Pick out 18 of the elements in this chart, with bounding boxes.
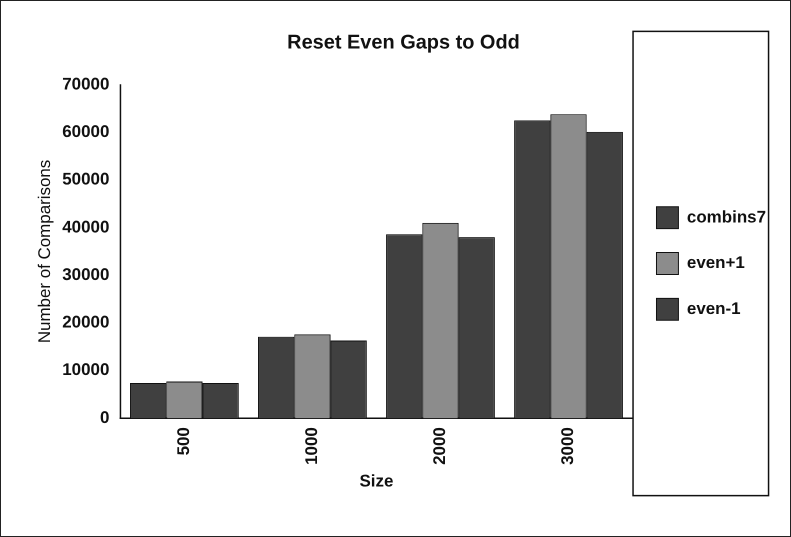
chart-title: Reset Even Gaps to Odd (287, 31, 520, 54)
legend-label: combins7 (686, 207, 766, 226)
x-tick-label: 2000 (430, 427, 450, 465)
y-tick-label: 70000 (62, 74, 110, 94)
y-tick-label: 20000 (62, 312, 110, 332)
y-tick-label: 60000 (62, 122, 110, 142)
y-tick-label: 40000 (62, 217, 110, 236)
legend-label: even+1 (686, 253, 745, 272)
y-tick-label: 50000 (62, 170, 110, 189)
x-tick-label: 500 (174, 427, 194, 456)
x-axis-title: Size (359, 472, 394, 491)
y-axis-title: Number of Comparisons (34, 160, 54, 344)
y-tick-label: 30000 (62, 264, 110, 284)
y-tick-label: 0 (100, 408, 110, 427)
x-tick-label: 1000 (302, 427, 322, 465)
legend-label: even-1 (686, 299, 741, 318)
x-tick-label: 3000 (558, 427, 578, 465)
y-tick-label: 10000 (62, 360, 110, 380)
